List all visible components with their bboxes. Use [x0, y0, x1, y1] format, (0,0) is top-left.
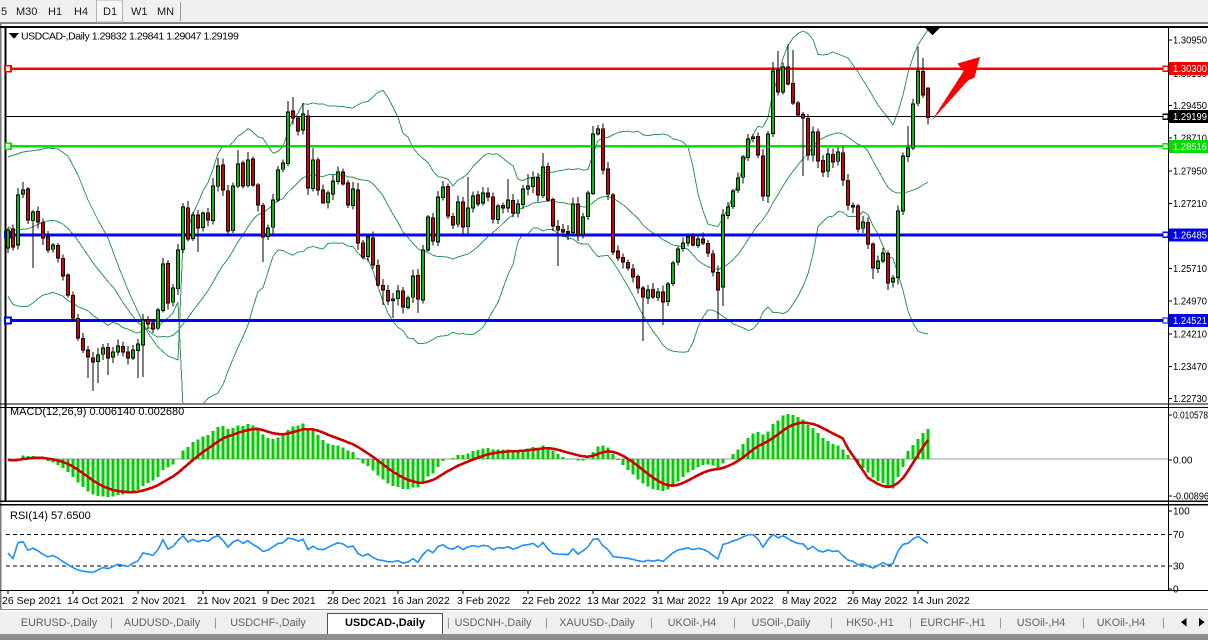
svg-text:1.29199: 1.29199: [1173, 112, 1207, 123]
svg-text:1.28516: 1.28516: [1173, 142, 1207, 153]
svg-text:0: 0: [1173, 584, 1179, 595]
svg-text:1.27210: 1.27210: [1173, 199, 1207, 210]
svg-text:1.28710: 1.28710: [1173, 133, 1207, 144]
svg-text:13 Mar 2022: 13 Mar 2022: [587, 595, 646, 607]
svg-text:|: |: [447, 617, 450, 629]
svg-text:H4: H4: [74, 6, 88, 18]
svg-text:70: 70: [1173, 530, 1185, 541]
svg-text:1.23470: 1.23470: [1173, 362, 1207, 373]
svg-text:UKOil-,H4: UKOil-,H4: [668, 617, 717, 629]
svg-text:MACD(12,26,9) 0.006140 0.00268: MACD(12,26,9) 0.006140 0.002680: [10, 406, 184, 418]
svg-text:|: |: [110, 617, 113, 629]
svg-text:USOil-,H4: USOil-,H4: [1017, 617, 1066, 629]
svg-text:|: |: [733, 617, 736, 629]
svg-text:|: |: [909, 617, 912, 629]
svg-text:1.29450: 1.29450: [1173, 101, 1207, 112]
svg-text:1.26485: 1.26485: [1173, 230, 1207, 241]
svg-text:XAUUSD-,Daily: XAUUSD-,Daily: [559, 617, 635, 629]
svg-text:W1: W1: [131, 6, 148, 18]
svg-text:21 Nov 2021: 21 Nov 2021: [197, 595, 257, 607]
svg-text:USOil-,Daily: USOil-,Daily: [752, 617, 811, 629]
svg-text:EURUSD-,Daily: EURUSD-,Daily: [21, 617, 98, 629]
svg-text:5: 5: [1, 6, 7, 18]
svg-text:|: |: [214, 617, 217, 629]
svg-text:-0.00896: -0.00896: [1173, 492, 1208, 503]
svg-text:1.27950: 1.27950: [1173, 167, 1207, 178]
svg-text:EURCHF-,H1: EURCHF-,H1: [920, 617, 985, 629]
svg-text:0.010578: 0.010578: [1173, 411, 1208, 422]
svg-text:|: |: [1082, 617, 1085, 629]
svg-text:26 Sep 2021: 26 Sep 2021: [2, 595, 62, 607]
svg-text:M30: M30: [16, 6, 37, 18]
svg-text:D1: D1: [103, 6, 117, 18]
svg-text:RSI(14) 57.6500: RSI(14) 57.6500: [10, 510, 91, 522]
svg-text:H1: H1: [48, 6, 62, 18]
svg-text:16 Jan 2022: 16 Jan 2022: [392, 595, 450, 607]
svg-text:1.25710: 1.25710: [1173, 264, 1207, 275]
svg-text:HK50-,H1: HK50-,H1: [846, 617, 893, 629]
svg-text:9 Dec 2021: 9 Dec 2021: [262, 595, 316, 607]
svg-text:|: |: [545, 617, 548, 629]
svg-text:USDCHF-,Daily: USDCHF-,Daily: [230, 617, 306, 629]
svg-text:1.24970: 1.24970: [1173, 296, 1207, 307]
svg-text:MN: MN: [157, 6, 174, 18]
svg-text:0.00: 0.00: [1173, 456, 1193, 467]
svg-text:1.24521: 1.24521: [1173, 316, 1207, 327]
svg-text:1.30950: 1.30950: [1173, 36, 1207, 47]
svg-text:19 Apr 2022: 19 Apr 2022: [717, 595, 774, 607]
svg-text:AUDUSD-,Daily: AUDUSD-,Daily: [124, 617, 201, 629]
svg-text:|: |: [1162, 617, 1165, 629]
svg-text:1.24210: 1.24210: [1173, 330, 1207, 341]
svg-text:|: |: [830, 617, 833, 629]
svg-text:14 Oct 2021: 14 Oct 2021: [67, 595, 124, 607]
svg-text:8 May 2022: 8 May 2022: [782, 595, 837, 607]
svg-text:|: |: [650, 617, 653, 629]
svg-text:30: 30: [1173, 561, 1185, 572]
svg-text:2 Nov 2021: 2 Nov 2021: [132, 595, 186, 607]
svg-text:USDCNH-,Daily: USDCNH-,Daily: [455, 617, 532, 629]
svg-text:26 May 2022: 26 May 2022: [847, 595, 908, 607]
svg-text:100: 100: [1173, 507, 1190, 518]
svg-text:1.30300: 1.30300: [1173, 64, 1207, 75]
svg-text:31 Mar 2022: 31 Mar 2022: [652, 595, 711, 607]
svg-text:1.22730: 1.22730: [1173, 394, 1207, 405]
svg-text:USDCAD-,Daily: USDCAD-,Daily: [345, 617, 426, 629]
svg-text:|: |: [999, 617, 1002, 629]
svg-text:14 Jun 2022: 14 Jun 2022: [912, 595, 970, 607]
svg-text:3 Feb 2022: 3 Feb 2022: [457, 595, 510, 607]
svg-text:22 Feb 2022: 22 Feb 2022: [522, 595, 581, 607]
svg-text:28 Dec 2021: 28 Dec 2021: [327, 595, 387, 607]
svg-text:USDCAD-,Daily 1.29832 1.29841: USDCAD-,Daily 1.29832 1.29841 1.29047 1.…: [21, 31, 239, 43]
svg-text:UKOil-,H4: UKOil-,H4: [1097, 617, 1146, 629]
